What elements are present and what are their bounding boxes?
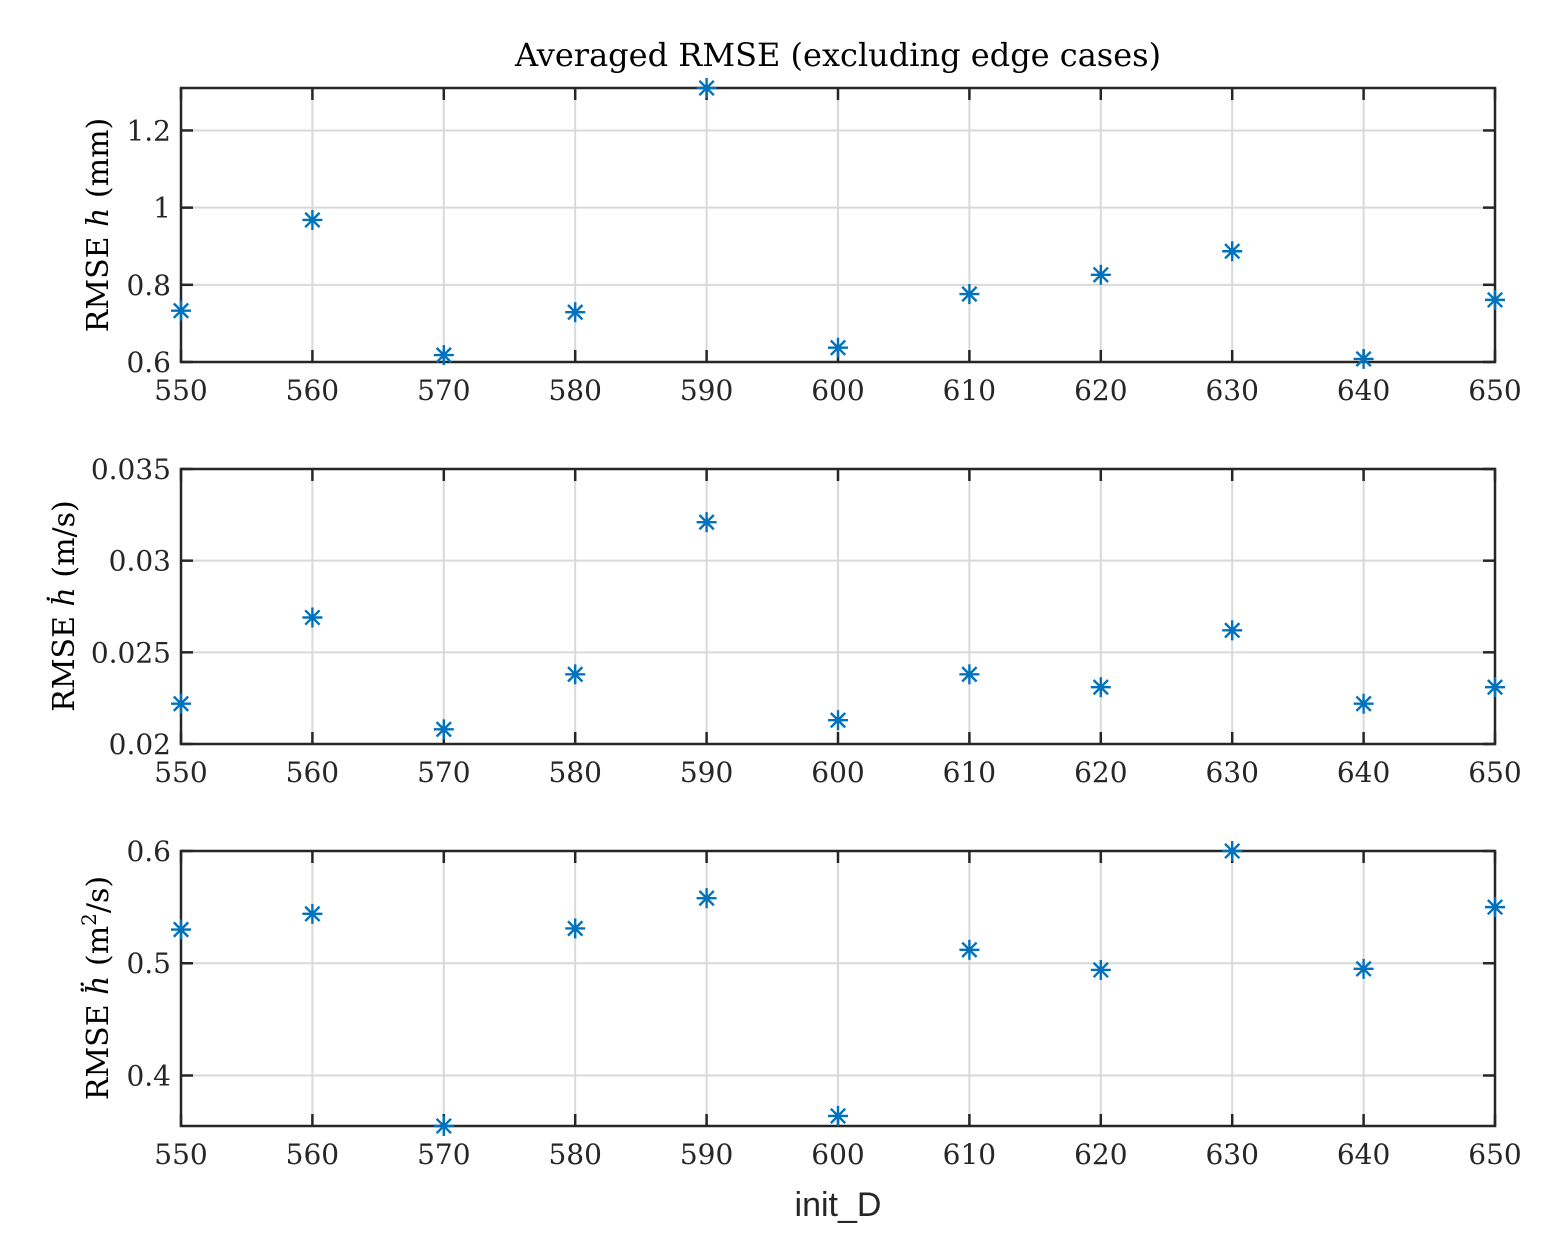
x-tick-label: 580 (548, 374, 601, 407)
y-tick-label: 0.8 (126, 269, 171, 302)
data-point (1485, 677, 1505, 698)
ylabel-rmse-h: RMSE h (mm) (81, 118, 116, 332)
x-tick-label: 640 (1337, 1138, 1390, 1171)
x-tick-label: 570 (417, 756, 470, 789)
x-tick-label: 550 (154, 756, 207, 789)
data-point (1353, 693, 1374, 714)
data-point (959, 284, 980, 305)
y-tick-label: 0.035 (91, 453, 171, 486)
figure-xlabel: init_D (795, 1186, 882, 1224)
data-point (828, 710, 848, 731)
data-point (1353, 348, 1374, 369)
grid (180, 88, 1496, 363)
x-tick-label: 560 (286, 1138, 339, 1171)
x-tick-label: 630 (1205, 1138, 1258, 1171)
x-tick-label: 650 (1468, 1138, 1521, 1171)
x-tick-label: 550 (154, 1138, 207, 1171)
data-point (828, 1105, 848, 1126)
data-point (433, 1116, 454, 1136)
x-tick-label: 610 (943, 374, 996, 407)
y-tick-label: 0.025 (91, 636, 171, 669)
y-tick-label: 0.6 (126, 835, 171, 868)
x-tick-label: 620 (1074, 374, 1127, 407)
data-point (959, 939, 980, 960)
data-point (1485, 289, 1505, 310)
data-point (696, 78, 717, 98)
x-tick-label: 560 (286, 374, 339, 407)
data-point (565, 302, 586, 323)
data-point (1222, 241, 1243, 262)
x-tick-label: 650 (1468, 756, 1521, 789)
x-tick-label: 650 (1468, 374, 1521, 407)
x-tick-label: 570 (417, 1138, 470, 1171)
data-point (1090, 264, 1111, 285)
subplot-rmse-h-ddot: 550 560 570 580 590 600 610 620 630 640 650 0.4 0.5 0… (126, 835, 1521, 1171)
y-tick-label: 0.4 (126, 1059, 171, 1092)
subplot-rmse-h-dot: 550 560 570 580 590 600 610 620 630 640 650 0.02 0.0… (91, 453, 1522, 789)
x-tick-label: 600 (811, 374, 864, 407)
data-point (696, 512, 717, 533)
subplot-rmse-h: 550 560 570 580 590 600 610 620 630 640 650 0.6 0.8 1… (126, 78, 1522, 407)
x-tick-label: 600 (811, 756, 864, 789)
ylabel-rmse-h-ddot: RMSE ḧ (m2/s) (77, 876, 116, 1100)
x-tick-label: 610 (943, 1138, 996, 1171)
data-point (302, 209, 323, 230)
x-tick-label: 590 (680, 374, 733, 407)
data-point (171, 693, 191, 714)
data-point (565, 918, 586, 939)
data-point (1353, 958, 1374, 979)
x-tick-label: 620 (1074, 756, 1127, 789)
x-tick-label: 580 (548, 756, 601, 789)
data-point (302, 903, 323, 924)
x-tick-label: 590 (680, 1138, 733, 1171)
y-tick-label: 0.5 (126, 947, 171, 980)
x-tick-label: 600 (811, 1138, 864, 1171)
x-tick-label: 630 (1205, 374, 1258, 407)
data-point (828, 337, 848, 358)
data-point (565, 664, 586, 685)
y-tick-label: 1.2 (126, 114, 171, 147)
grid (180, 850, 1496, 1126)
data-point (171, 919, 191, 940)
data-point (1222, 841, 1243, 861)
chart-title: Averaged RMSE (excluding edge cases) (514, 36, 1161, 74)
data-point (433, 719, 454, 740)
data-point (959, 664, 980, 685)
x-tick-label: 550 (154, 374, 207, 407)
data-point (696, 888, 717, 909)
data-point (302, 607, 323, 628)
x-tick-label: 620 (1074, 1138, 1127, 1171)
x-tick-label: 590 (680, 756, 733, 789)
x-tick-label: 630 (1205, 756, 1258, 789)
y-tick-label: 0.03 (109, 545, 171, 578)
data-point (433, 345, 454, 366)
data-point (1222, 620, 1243, 641)
data-point (1090, 959, 1111, 980)
x-tick-label: 570 (417, 374, 470, 407)
data-point (171, 300, 191, 321)
ylabel-rmse-h-dot: RMSE ḣ (m/s) (46, 500, 82, 712)
grid (180, 468, 1496, 745)
y-tick-label: 1 (153, 192, 171, 225)
x-tick-label: 580 (548, 1138, 601, 1171)
x-tick-label: 610 (943, 756, 996, 789)
y-tick-label: 0.02 (109, 728, 171, 761)
x-tick-label: 560 (286, 756, 339, 789)
data-point (1485, 897, 1505, 918)
y-tick-label: 0.6 (126, 346, 171, 379)
x-tick-label: 640 (1337, 756, 1390, 789)
x-tick-label: 640 (1337, 374, 1390, 407)
data-point (1090, 677, 1111, 698)
